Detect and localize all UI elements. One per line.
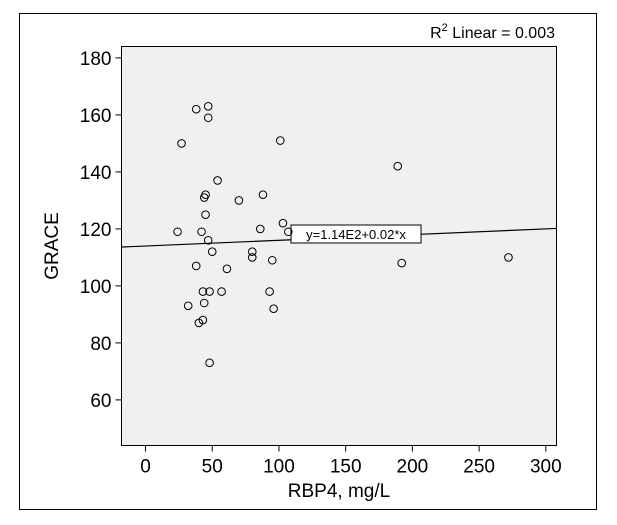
data-point — [203, 236, 213, 245]
fit-line-group: y=1.14E2+0.02*x — [121, 224, 557, 248]
data-point — [205, 287, 214, 296]
data-point — [177, 139, 186, 148]
data-point — [275, 136, 285, 145]
data-point — [504, 253, 513, 262]
x-axis-title: RBP4, mg/L — [288, 481, 390, 502]
data-point — [278, 218, 288, 228]
data-point — [393, 161, 403, 171]
x-tick-label: 0 — [140, 457, 151, 478]
data-point — [247, 253, 257, 262]
data-point — [173, 227, 182, 237]
data-point — [199, 298, 209, 308]
y-axis-ticks: 60 80 100 120 140 160 180 — [80, 49, 122, 412]
x-tick-label: 50 — [202, 457, 223, 478]
x-tick-label: 300 — [530, 457, 562, 478]
data-point — [207, 247, 217, 256]
fit-equation-label: y=1.14E2+0.02*x — [306, 227, 406, 242]
x-tick-label: 100 — [263, 457, 295, 478]
data-point — [183, 301, 193, 311]
data-point — [222, 264, 232, 274]
data-point — [191, 104, 201, 114]
data-point — [397, 258, 407, 268]
data-point — [267, 255, 277, 265]
y-tick-label: 80 — [90, 334, 111, 355]
y-tick-label: 180 — [80, 49, 112, 70]
data-point — [217, 287, 226, 296]
y-axis-title: GRACE — [42, 212, 63, 280]
x-axis-ticks: 0 50 100 150 200 250 300 — [140, 445, 562, 478]
data-points — [173, 102, 513, 368]
y-tick-label: 120 — [80, 220, 112, 241]
y-tick-label: 60 — [90, 391, 111, 412]
x-tick-label: 150 — [330, 457, 362, 478]
data-point — [255, 224, 265, 234]
data-point — [269, 304, 278, 314]
data-point — [265, 287, 274, 296]
data-point — [197, 227, 206, 237]
y-tick-label: 140 — [80, 163, 112, 184]
y-tick-label: 160 — [80, 106, 112, 127]
x-tick-label: 250 — [463, 457, 495, 478]
data-point — [194, 318, 204, 328]
x-tick-label: 200 — [397, 457, 429, 478]
data-point — [213, 176, 222, 185]
data-point — [283, 227, 293, 237]
data-point — [201, 210, 210, 219]
data-point — [203, 102, 213, 111]
data-point — [198, 287, 208, 296]
data-point — [191, 261, 201, 271]
data-point — [203, 113, 213, 123]
data-point — [258, 190, 268, 199]
plot-area — [121, 46, 557, 446]
data-point — [234, 196, 244, 205]
data-point — [247, 247, 257, 256]
data-point — [199, 193, 209, 202]
r2-label: R2 Linear = 0.003 — [430, 22, 555, 42]
data-point — [205, 358, 214, 368]
y-tick-label: 100 — [80, 277, 112, 298]
